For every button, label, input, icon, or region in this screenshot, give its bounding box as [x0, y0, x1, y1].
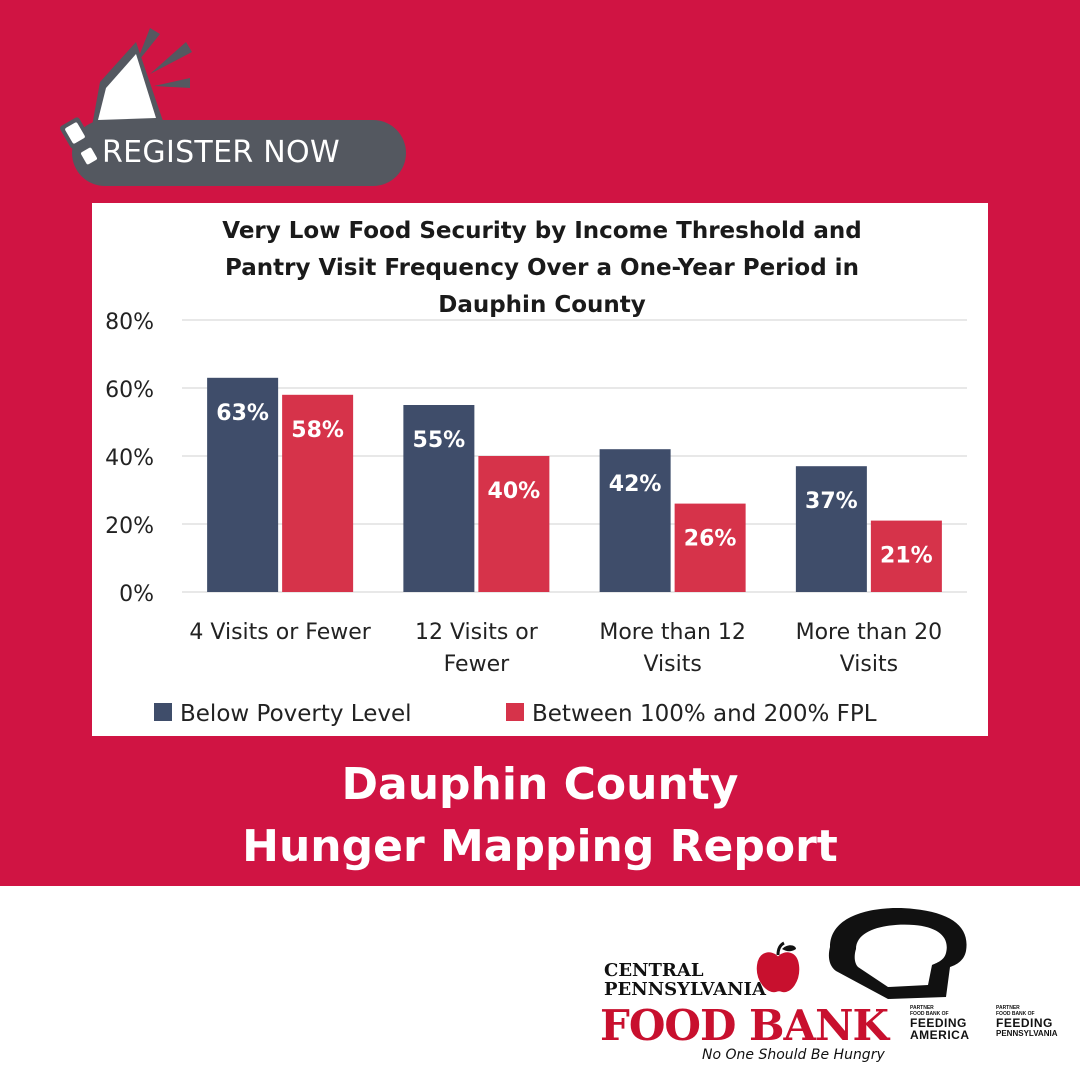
logo-food-bank-text: FOOD BANK: [600, 1001, 889, 1050]
bar: [282, 394, 354, 592]
logo-region-text: CENTRAL PENNSYLVANIA: [604, 961, 766, 999]
data-label: 42%: [609, 472, 662, 497]
x-category-label: Visits: [840, 652, 898, 677]
chart-title-line: Very Low Food Security by Income Thresho…: [222, 218, 862, 244]
bread-loaf-icon: [828, 908, 967, 999]
legend-swatch: [154, 703, 172, 721]
partner-big-text: AMERICA: [910, 1028, 970, 1042]
chart-title: Very Low Food Security by Income Thresho…: [152, 213, 932, 324]
x-category-label: More than 12: [599, 620, 746, 645]
data-label: 58%: [291, 418, 344, 443]
partner-small-text: PARTNER: [910, 1005, 934, 1011]
data-label: 63%: [216, 401, 269, 426]
partner-big-text: FEEDING: [996, 1016, 1053, 1030]
partner-big-text: FEEDING: [910, 1016, 967, 1030]
chart-title-line: Dauphin County: [438, 292, 646, 318]
register-now-badge[interactable]: REGISTER NOW: [40, 24, 410, 199]
partner-small-text: FOOD BANK OF: [996, 1011, 1035, 1017]
feeding-america-badge: PARTNER FOOD BANK OF FEEDING AMERICA: [910, 1005, 970, 1041]
y-tick-label: 20%: [105, 514, 154, 539]
bar: [599, 449, 671, 592]
y-tick-label: 40%: [105, 446, 154, 471]
data-label: 26%: [684, 527, 737, 552]
headline-line-2: Hunger Mapping Report: [242, 821, 838, 872]
bar: [795, 466, 867, 592]
feeding-pennsylvania-badge: PARTNER FOOD BANK OF FEEDING PENNSYLVANI…: [996, 1005, 1058, 1038]
legend-swatch: [506, 703, 524, 721]
partner-big-text: PENNSYLVANIA: [996, 1029, 1058, 1038]
apple-icon: [754, 941, 802, 995]
headline-line-1: Dauphin County: [341, 759, 739, 810]
food-bank-logo: CENTRAL PENNSYLVANIA FOOD BANK No One Sh…: [598, 905, 1078, 1075]
chart-title-line: Pantry Visit Frequency Over a One-Year P…: [225, 255, 859, 281]
data-label: 37%: [805, 489, 858, 514]
legend-label: Below Poverty Level: [180, 701, 412, 727]
data-label: 55%: [413, 428, 466, 453]
partner-small-text: PARTNER: [996, 1005, 1020, 1011]
bar: [403, 405, 475, 592]
partner-small-text: FOOD BANK OF: [910, 1011, 949, 1017]
y-tick-label: 0%: [119, 582, 154, 607]
register-pill[interactable]: [72, 120, 406, 186]
y-tick-label: 60%: [105, 378, 154, 403]
data-label: 21%: [880, 544, 933, 569]
chart-card: Very Low Food Security by Income Thresho…: [92, 203, 988, 736]
x-category-label: 4 Visits or Fewer: [189, 620, 371, 645]
register-label[interactable]: REGISTER NOW: [102, 135, 340, 170]
x-category-label: Fewer: [444, 652, 511, 677]
report-headline: Dauphin County Hunger Mapping Report: [0, 754, 1080, 878]
bar: [870, 520, 942, 592]
bar: [674, 503, 746, 592]
legend-label: Between 100% and 200% FPL: [532, 701, 877, 727]
x-category-label: Visits: [643, 652, 701, 677]
data-label: 40%: [488, 479, 541, 504]
bar: [207, 377, 279, 592]
y-tick-label: 80%: [105, 310, 154, 335]
bar-chart: 0% 20% 40% 60% 80% 63% 58% 4 Visits or Fewer 55%…: [105, 310, 967, 727]
bar: [478, 456, 550, 592]
x-category-label: More than 20: [796, 620, 943, 645]
x-category-label: 12 Visits or: [415, 620, 539, 645]
logo-line-pennsylvania: PENNSYLVANIA: [604, 979, 766, 1000]
logo-tagline: No One Should Be Hungry: [702, 1047, 885, 1063]
logo-line-central: CENTRAL: [604, 960, 704, 981]
megaphone-icon: [60, 28, 192, 169]
